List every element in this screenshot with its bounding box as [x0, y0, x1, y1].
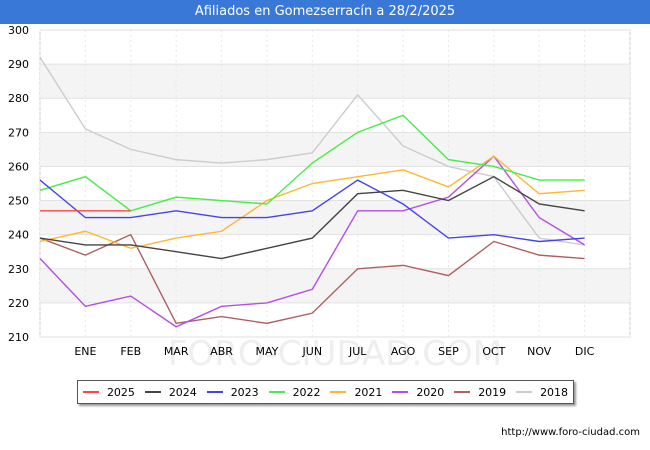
watermark: FORO-CIUDAD.COM — [168, 334, 502, 374]
legend-swatch — [144, 391, 161, 393]
series-line-2023 — [39, 179, 585, 243]
x-tick-label: FEB — [120, 345, 141, 358]
x-tick-label: MAR — [164, 345, 189, 358]
plot-band — [40, 132, 630, 167]
plot-band — [40, 268, 630, 303]
x-tick-label: OCT — [482, 345, 505, 358]
series-line-2021 — [39, 155, 585, 250]
legend-swatch — [330, 391, 347, 393]
y-tick-label: 240 — [8, 229, 29, 242]
legend-label: 2018 — [540, 385, 569, 399]
legend-swatch — [392, 391, 409, 393]
y-tick-label: 230 — [8, 263, 29, 276]
legend-swatch — [82, 391, 99, 393]
legend-label: 2022 — [292, 385, 321, 399]
legend-label: 2023 — [230, 385, 259, 399]
x-tick-label: ENE — [74, 345, 96, 358]
x-tick-label: JUN — [302, 345, 323, 358]
legend-item-2022: 2022 — [268, 385, 321, 399]
legend-item-2019: 2019 — [454, 386, 506, 399]
gridlines — [39, 29, 631, 338]
legend-item-2018: 2018 — [516, 386, 568, 399]
legend-item-2024: 2024 — [144, 385, 197, 399]
legend-swatch — [516, 391, 533, 393]
legend-item-2023: 2023 — [206, 385, 259, 399]
x-tick-label: JUL — [348, 345, 367, 358]
x-tick-label: AGO — [391, 345, 416, 358]
legend-item-2020: 2020 — [392, 386, 444, 399]
series-lines — [39, 56, 585, 328]
chart-title: Afiliados en Gomezserracín a 28/2/2025 — [0, 0, 650, 24]
x-tick-label: MAY — [255, 345, 278, 358]
legend: 2025 2024 2023 2022 2021 2020 2019 2018 — [77, 380, 574, 404]
y-axis-ticks: 210 220 230 240 250 260 270 280 290 300 — [8, 24, 29, 344]
series-line-2024 — [39, 175, 585, 260]
y-tick-label: 220 — [8, 297, 29, 310]
legend-label: 2021 — [354, 385, 383, 399]
legend-label: 2020 — [416, 385, 445, 399]
legend-label: 2025 — [106, 385, 135, 399]
plot-band — [40, 64, 630, 99]
y-tick-label: 260 — [8, 160, 29, 173]
legend-item-2025: 2025 — [82, 385, 135, 399]
y-tick-label: 250 — [8, 195, 29, 208]
x-tick-label: DIC — [575, 345, 595, 358]
x-tick-label: SEP — [438, 345, 459, 358]
x-tick-label: NOV — [527, 345, 552, 358]
legend-item-2021: 2021 — [330, 386, 382, 399]
legend-swatch — [454, 391, 471, 393]
legend-label: 2019 — [478, 385, 507, 399]
legend-swatch — [206, 391, 223, 393]
y-tick-label: 300 — [8, 24, 29, 37]
x-tick-label: ABR — [210, 345, 233, 358]
y-tick-label: 280 — [8, 92, 29, 105]
y-tick-label: 270 — [8, 126, 29, 139]
footer-url[interactable]: http://www.foro-ciudad.com — [501, 427, 640, 438]
y-tick-label: 290 — [8, 58, 29, 71]
y-tick-label: 210 — [8, 331, 29, 344]
series-line-2019 — [39, 233, 585, 325]
x-axis-ticks: ENE FEB MAR ABR MAY JUN JUL AGO SEP OCT NOV DIC — [74, 345, 594, 358]
legend-swatch — [268, 391, 285, 393]
legend-label: 2024 — [168, 385, 197, 399]
